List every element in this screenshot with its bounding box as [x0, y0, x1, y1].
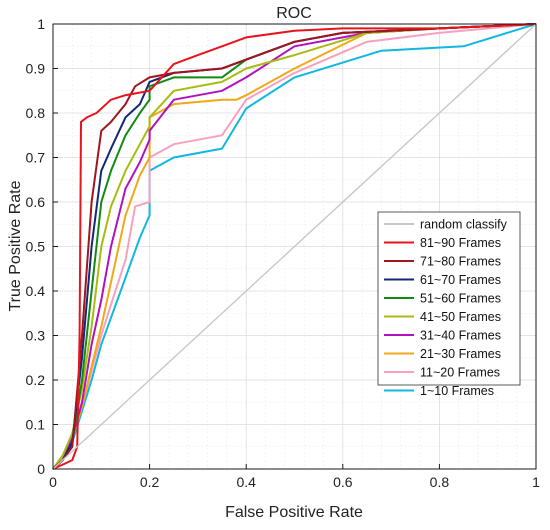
x-tick-label: 0.2 [140, 474, 160, 490]
series-line-6 [52, 23, 537, 470]
legend-label: 41~50 Frames [420, 310, 501, 324]
y-tick-label: 0.6 [26, 194, 46, 210]
y-tick-label: 0.3 [26, 328, 46, 344]
legend-label: random classify [420, 218, 508, 232]
series-line-9 [52, 23, 537, 470]
x-tick-label: 1 [532, 474, 540, 490]
y-tick-label: 0.1 [26, 417, 46, 433]
y-tick-label: 0.4 [26, 283, 46, 299]
legend-label: 31~40 Frames [420, 329, 501, 343]
legend: random classify 81~90 Frames 71~80 Frames 6… [377, 211, 521, 398]
legend-label: 81~90 Frames [420, 236, 501, 250]
y-tick-label: 0 [37, 461, 45, 477]
y-tick-label: 0.8 [26, 105, 46, 121]
y-tick-label: 0.2 [26, 372, 46, 388]
legend-label: 1~10 Frames [420, 384, 494, 398]
x-tick-label: 0 [49, 474, 57, 490]
legend-label: 71~80 Frames [420, 255, 501, 269]
y-tick-label: 1 [37, 16, 45, 32]
chart-title: ROC [276, 5, 312, 22]
legend-label: 11~20 Frames [420, 366, 500, 380]
x-axis-title: False Positive Rate [225, 504, 363, 521]
y-axis-ticks: 0 0.1 0.2 0.3 0.4 0.5 0.6 0.7 0.8 0.9 1 [26, 16, 58, 477]
y-tick-label: 0.5 [26, 239, 46, 255]
y-tick-label: 0.9 [26, 61, 46, 77]
y-axis-title: True Positive Rate [7, 180, 24, 311]
series-layer [52, 23, 537, 470]
legend-label: 61~70 Frames [420, 273, 501, 287]
x-tick-label: 0.4 [236, 474, 256, 490]
x-tick-label: 0.6 [333, 474, 353, 490]
y-tick-label: 0.7 [26, 150, 46, 166]
x-tick-label: 0.8 [430, 474, 450, 490]
series-line-0 [52, 23, 537, 470]
legend-label: 51~60 Frames [420, 292, 501, 306]
x-axis-ticks: 0 0.2 0.4 0.6 0.8 1 [49, 464, 540, 490]
series-line-7 [52, 23, 537, 470]
legend-label: 21~30 Frames [420, 347, 501, 361]
